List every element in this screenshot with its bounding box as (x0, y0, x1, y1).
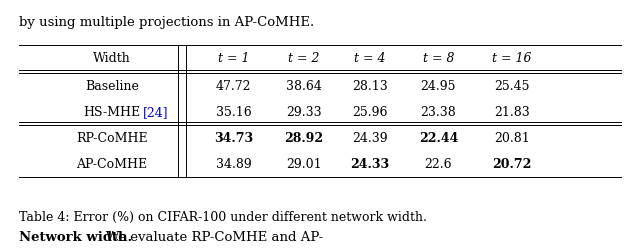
Text: Width: Width (93, 52, 131, 65)
Text: 25.96: 25.96 (352, 106, 388, 119)
Text: We evaluate RP-CoMHE and AP-: We evaluate RP-CoMHE and AP- (93, 231, 323, 244)
Text: HS-MHE: HS-MHE (83, 106, 141, 119)
Text: t = 4: t = 4 (354, 52, 386, 65)
Text: 23.38: 23.38 (420, 106, 456, 119)
Text: 34.89: 34.89 (216, 158, 252, 171)
Text: 29.01: 29.01 (286, 158, 322, 171)
Text: RP-CoMHE: RP-CoMHE (76, 132, 148, 145)
Text: t = 1: t = 1 (218, 52, 250, 65)
Text: by using multiple projections in AP-CoMHE.: by using multiple projections in AP-CoMH… (19, 16, 314, 29)
Text: Baseline: Baseline (85, 80, 139, 93)
Text: [24]: [24] (143, 106, 168, 119)
Text: t = 16: t = 16 (492, 52, 532, 65)
Text: 35.16: 35.16 (216, 106, 252, 119)
Text: 20.81: 20.81 (494, 132, 530, 145)
Text: 24.33: 24.33 (350, 158, 390, 171)
Text: 24.39: 24.39 (352, 132, 388, 145)
Text: 38.64: 38.64 (286, 80, 322, 93)
Text: 47.72: 47.72 (216, 80, 252, 93)
Text: 28.92: 28.92 (284, 132, 324, 145)
Text: 28.13: 28.13 (352, 80, 388, 93)
Text: Table 4: Error (%) on CIFAR-100 under different network width.: Table 4: Error (%) on CIFAR-100 under di… (19, 212, 427, 224)
Text: 22.44: 22.44 (419, 132, 458, 145)
Text: t = 8: t = 8 (422, 52, 454, 65)
Text: 29.33: 29.33 (286, 106, 322, 119)
Text: t = 2: t = 2 (288, 52, 320, 65)
Text: Network width.: Network width. (19, 231, 132, 244)
Text: 34.73: 34.73 (214, 132, 253, 145)
Text: AP-CoMHE: AP-CoMHE (76, 158, 148, 171)
Text: 21.83: 21.83 (494, 106, 530, 119)
Text: 20.72: 20.72 (492, 158, 532, 171)
Text: 25.45: 25.45 (494, 80, 530, 93)
Text: 24.95: 24.95 (420, 80, 456, 93)
Text: 22.6: 22.6 (424, 158, 452, 171)
